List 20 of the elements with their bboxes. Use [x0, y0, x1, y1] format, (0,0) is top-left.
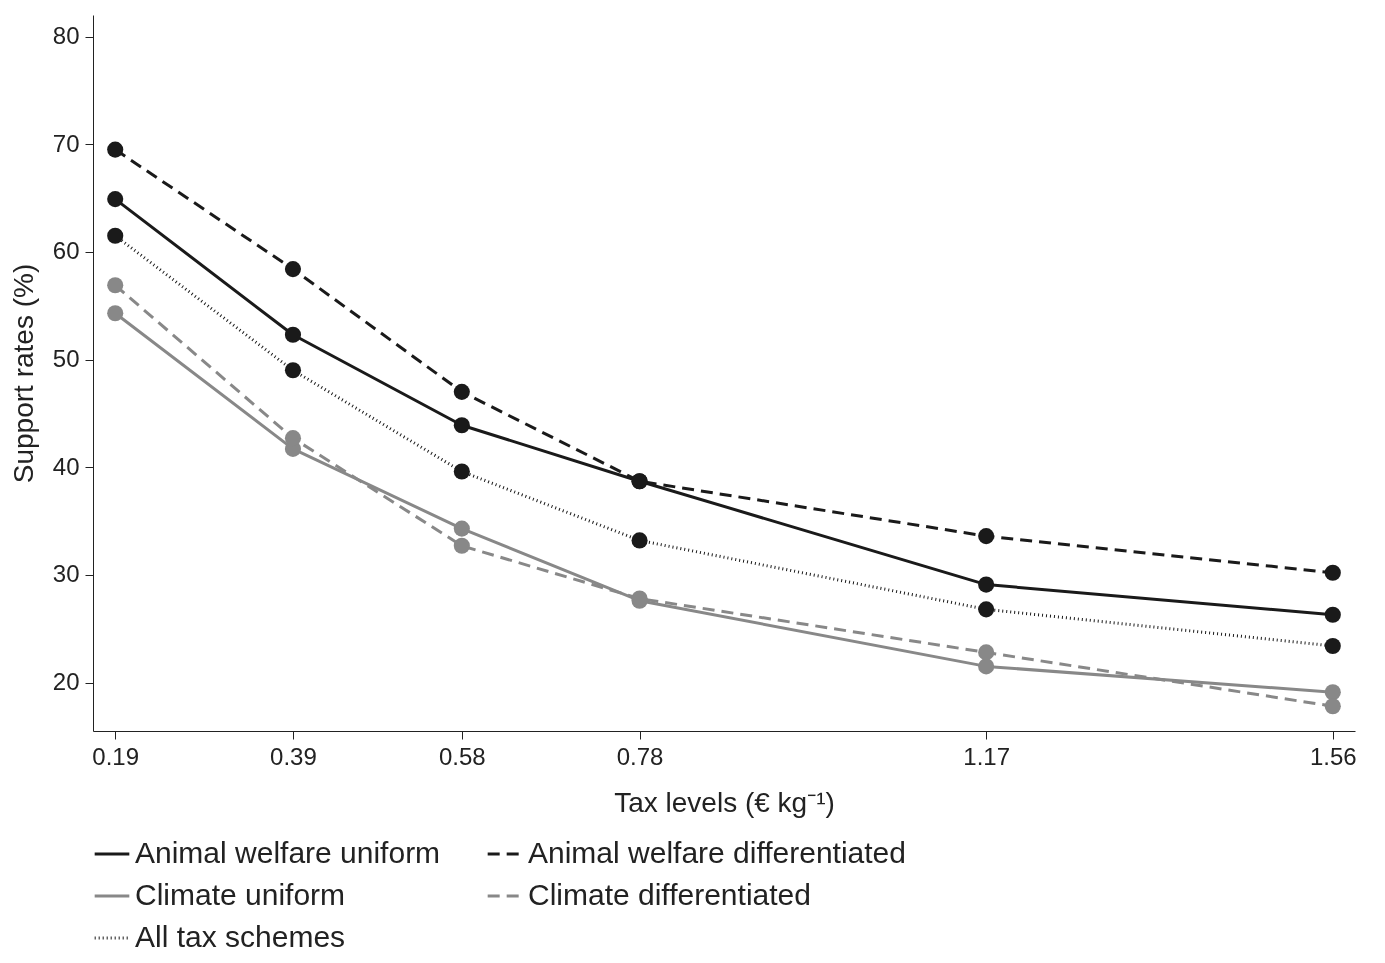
- legend-label: Animal welfare uniform: [135, 836, 441, 869]
- y-tick-label: 80: [52, 22, 80, 50]
- legend-label: Climate differentiated: [528, 878, 811, 911]
- y-tick-label: 50: [52, 345, 80, 373]
- x-axis-title: Tax levels (€ kg⁻¹): [614, 786, 835, 818]
- legend-label: Animal welfare differentiated: [528, 836, 906, 869]
- x-tick-label: 0.58: [438, 742, 486, 770]
- y-axis-title: Support rates (%): [7, 263, 39, 484]
- x-tick-label: 1.56: [1309, 742, 1357, 770]
- x-tick-label: 1.17: [963, 742, 1011, 770]
- x-tick-label: 0.19: [92, 742, 140, 770]
- y-tick-label: 70: [52, 129, 80, 157]
- legend-label: Climate uniform: [135, 878, 346, 911]
- x-tick-label: 0.39: [270, 742, 317, 770]
- legend-label: All tax schemes: [135, 920, 346, 953]
- y-tick-label: 60: [52, 237, 80, 265]
- y-tick-label: 20: [52, 668, 80, 696]
- y-tick-label: 40: [52, 452, 80, 480]
- y-tick-label: 30: [52, 560, 80, 588]
- x-tick-label: 0.78: [616, 742, 664, 770]
